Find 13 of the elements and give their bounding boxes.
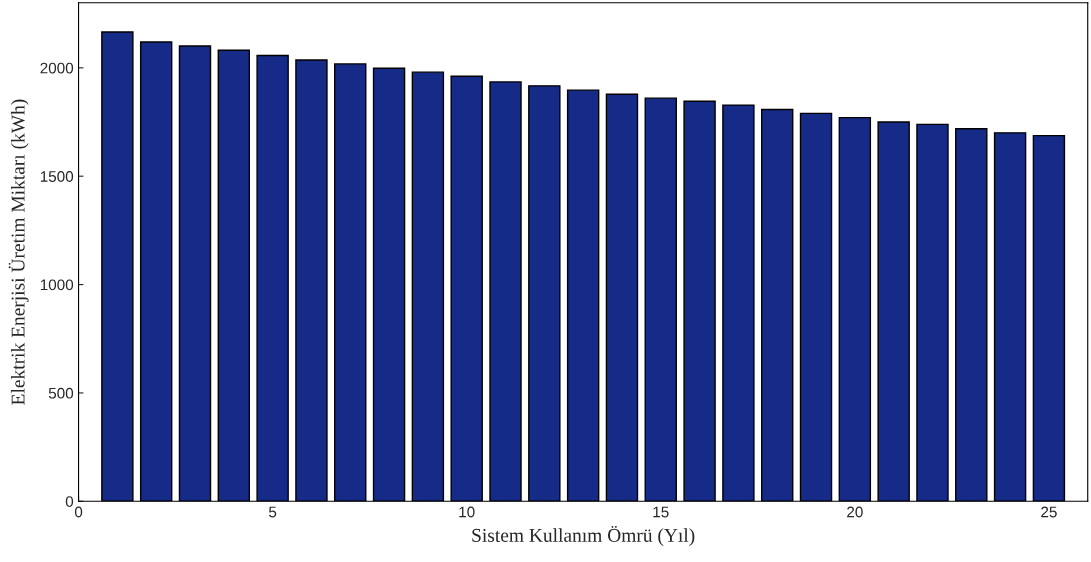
x-tick-label: 0 — [74, 506, 83, 518]
y-tick-label: 2000 — [40, 62, 74, 74]
y-tick-label: 0 — [65, 496, 74, 507]
y-tick-label: 500 — [48, 387, 74, 399]
x-tick-label: 20 — [847, 506, 863, 518]
x-tick-label: 25 — [1041, 506, 1057, 518]
x-tick-label: 10 — [459, 506, 475, 518]
y-axis-title: Elektrik Enerjisi Üretim Miktarı (kWh) — [8, 99, 29, 405]
y-tick-label: 1500 — [40, 171, 74, 182]
y-tick-label: 1000 — [40, 279, 74, 291]
x-tick-label: 15 — [653, 506, 669, 518]
x-axis-title: Sistem Kullanım Ömrü (Yıl) — [472, 525, 695, 546]
x-tick-label: 5 — [268, 506, 277, 518]
